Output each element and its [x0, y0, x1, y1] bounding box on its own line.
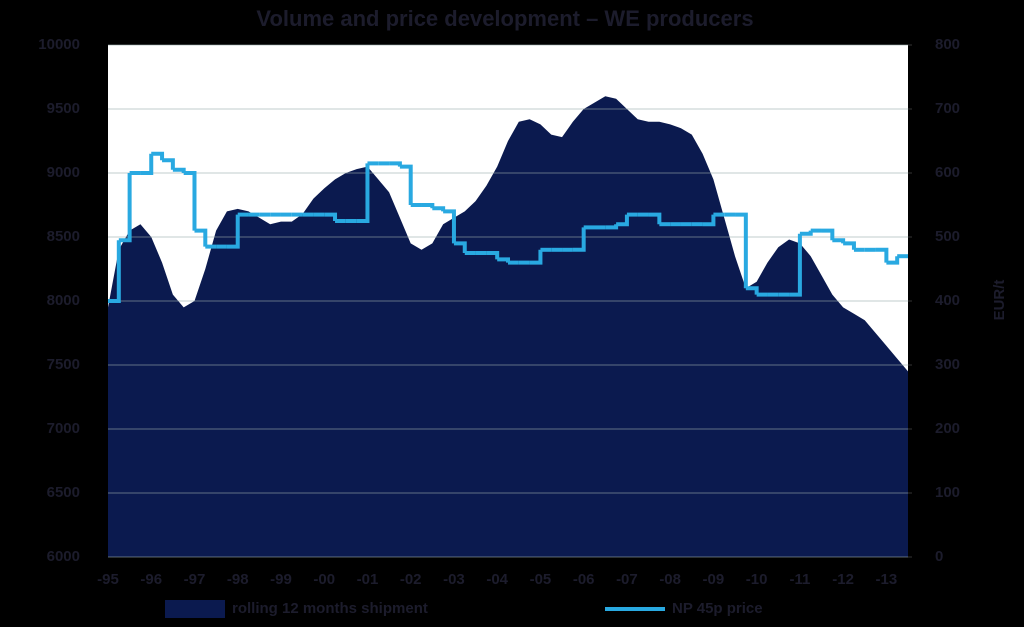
step-segment	[832, 238, 846, 244]
x-tick-label: -04	[486, 571, 508, 588]
step-segment	[486, 251, 500, 260]
x-tick-label: -99	[270, 571, 292, 588]
x-tick-label: -11	[789, 571, 810, 588]
y2-tick-label: 400	[935, 292, 960, 309]
step-segment	[183, 171, 197, 231]
y2-tick-label: 0	[935, 548, 943, 565]
step-segment	[616, 214, 629, 227]
y-tick-label: 8500	[47, 228, 80, 245]
x-tick-label: -07	[616, 571, 638, 588]
x-tick-label: -12	[832, 571, 854, 588]
chart-title: Volume and price development – WE produc…	[256, 6, 753, 31]
y2-tick-label: 200	[935, 420, 960, 437]
x-tick-label: -01	[357, 571, 379, 588]
step-segment	[529, 249, 543, 265]
y2-tick-label: 700	[935, 100, 960, 117]
y2-tick-label: 500	[935, 228, 960, 245]
x-tick-label: -13	[876, 571, 898, 588]
y-tick-label: 7500	[47, 356, 80, 373]
step-segment	[432, 206, 446, 212]
step-segment	[356, 163, 370, 223]
step-segment	[648, 212, 662, 225]
step-segment	[735, 212, 748, 289]
step-segment	[226, 214, 240, 249]
y2-tick-label: 600	[935, 164, 960, 181]
step-segment	[140, 153, 154, 175]
step-segment	[745, 286, 759, 295]
x-tick-label: -10	[746, 571, 768, 588]
y-tick-label: 9500	[47, 100, 80, 117]
y-tick-label: 6500	[47, 484, 80, 501]
step-segment	[886, 256, 900, 265]
step-segment	[605, 224, 619, 230]
step-segment	[324, 212, 338, 221]
x-tick-label: -98	[227, 571, 249, 588]
y-tick-label: 9000	[47, 164, 80, 181]
step-segment	[421, 203, 435, 209]
y-tick-label: 6000	[47, 548, 80, 565]
step-segment	[108, 240, 121, 303]
step-segment	[194, 228, 208, 247]
y2-axis-label: EUR/t	[991, 280, 1008, 321]
y2-tick-label: 100	[935, 484, 960, 501]
legend-swatch	[165, 600, 225, 618]
y2-tick-label: 800	[935, 36, 960, 53]
step-segment	[151, 151, 165, 161]
x-tick-label: -96	[140, 571, 162, 588]
area	[108, 96, 908, 557]
step-segment	[162, 158, 175, 170]
y2-tick-label: 300	[935, 356, 960, 373]
x-tick-label: -08	[659, 571, 681, 588]
y-tick-label: 8000	[47, 292, 80, 309]
x-tick-label: -03	[443, 571, 465, 588]
legend-label: rolling 12 months shipment	[232, 600, 428, 617]
x-tick-label: -97	[184, 571, 206, 588]
step-segment	[702, 214, 716, 227]
step-segment	[453, 241, 467, 253]
step-segment	[399, 164, 413, 205]
legend-label: NP 45p price	[672, 600, 763, 617]
x-tick-label: -95	[97, 571, 119, 588]
x-tick-label: -02	[400, 571, 422, 588]
step-segment	[789, 233, 802, 297]
step-segment	[821, 228, 835, 241]
x-tick-label: -06	[573, 571, 595, 588]
y-tick-label: 10000	[38, 36, 80, 53]
x-tick-label: -00	[313, 571, 335, 588]
y-tick-label: 7000	[47, 420, 80, 437]
x-tick-label: -05	[530, 571, 552, 588]
step-segment	[843, 241, 856, 250]
step-segment	[118, 173, 132, 243]
step-segment	[875, 247, 889, 263]
step-segment	[443, 209, 456, 244]
step-segment	[572, 227, 586, 252]
x-tick-label: -09	[703, 571, 725, 588]
